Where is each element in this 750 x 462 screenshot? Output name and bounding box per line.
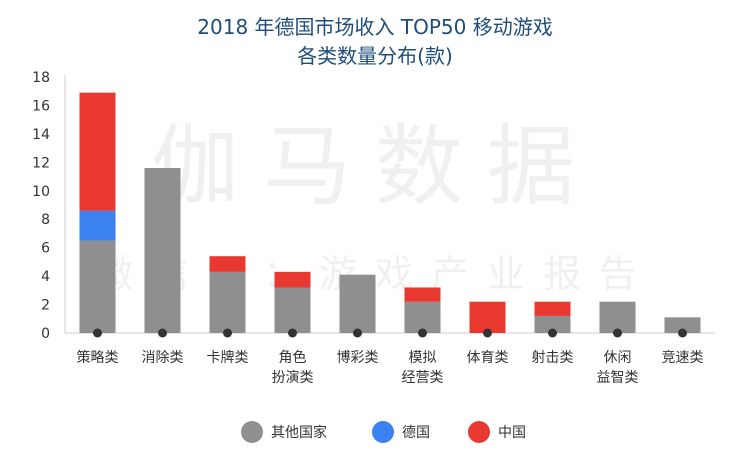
x-tick-label: 消除类 — [142, 350, 184, 366]
bar-segment — [79, 210, 116, 241]
category-marker-dot — [678, 328, 687, 338]
x-tick-label: 休闲 — [604, 350, 632, 366]
legend: 其他国家 德国 中国 — [241, 421, 526, 443]
y-tick-label: 18 — [32, 70, 50, 86]
bar-segment — [274, 287, 311, 333]
bar-segment — [274, 271, 311, 288]
category-marker-dot — [483, 328, 492, 338]
y-tick-label: 12 — [32, 155, 50, 171]
category-marker-dot — [158, 328, 167, 338]
category-marker-dot — [418, 328, 427, 338]
category-marker-dot — [93, 328, 102, 338]
bar-segment — [209, 271, 246, 333]
x-tick-label: 扮演类 — [272, 370, 314, 386]
x-tick-label: 策略类 — [77, 349, 119, 366]
x-tick-label: 博彩类 — [337, 349, 379, 366]
x-tick-label: 益智类 — [597, 370, 639, 386]
legend-swatch — [241, 421, 263, 443]
chart-title-line2: 各类数量分布(款) — [297, 44, 453, 68]
legend-label: 德国 — [402, 425, 430, 441]
legend-swatch — [468, 421, 490, 443]
bar-segment — [599, 301, 636, 333]
legend-label: 中国 — [498, 425, 526, 441]
category-marker-dot — [288, 328, 297, 338]
y-tick-label: 14 — [32, 127, 50, 143]
chart-title-line1: 2018 年德国市场收入 TOP50 移动游戏 — [197, 15, 553, 39]
bar-segment — [534, 315, 571, 333]
legend-swatch — [372, 421, 394, 443]
legend-label: 其他国家 — [271, 424, 327, 441]
y-tick-label: 0 — [41, 326, 50, 342]
bar-segment — [79, 92, 116, 211]
bar-segment — [469, 301, 506, 333]
x-tick-label: 模拟 — [409, 350, 437, 366]
y-tick-label: 6 — [41, 241, 50, 257]
x-tick-label: 卡牌类 — [207, 349, 249, 366]
bar-segment — [664, 317, 701, 333]
y-tick-label: 16 — [32, 98, 50, 114]
bars — [79, 92, 701, 338]
bar-segment — [79, 240, 116, 333]
bar-segment — [209, 256, 246, 272]
bar-segment — [404, 301, 441, 333]
y-tick-label: 2 — [41, 298, 50, 314]
x-tick-label: 角色 — [279, 349, 307, 366]
category-marker-dot — [613, 328, 622, 338]
bar-segment — [534, 301, 571, 316]
bar-segment — [404, 287, 441, 302]
bar-segment — [339, 274, 376, 333]
y-tick-label: 10 — [32, 184, 50, 200]
x-tick-label: 竞速类 — [662, 349, 704, 366]
category-marker-dot — [353, 328, 362, 338]
category-marker-dot — [223, 328, 232, 338]
y-tick-label: 4 — [41, 269, 50, 285]
category-marker-dot — [548, 328, 557, 338]
y-tick-label: 8 — [41, 212, 50, 228]
x-tick-label: 体育类 — [467, 350, 509, 366]
bar-segment — [144, 168, 181, 333]
x-tick-label: 经营类 — [402, 370, 444, 386]
x-tick-label: 射击类 — [532, 350, 574, 366]
